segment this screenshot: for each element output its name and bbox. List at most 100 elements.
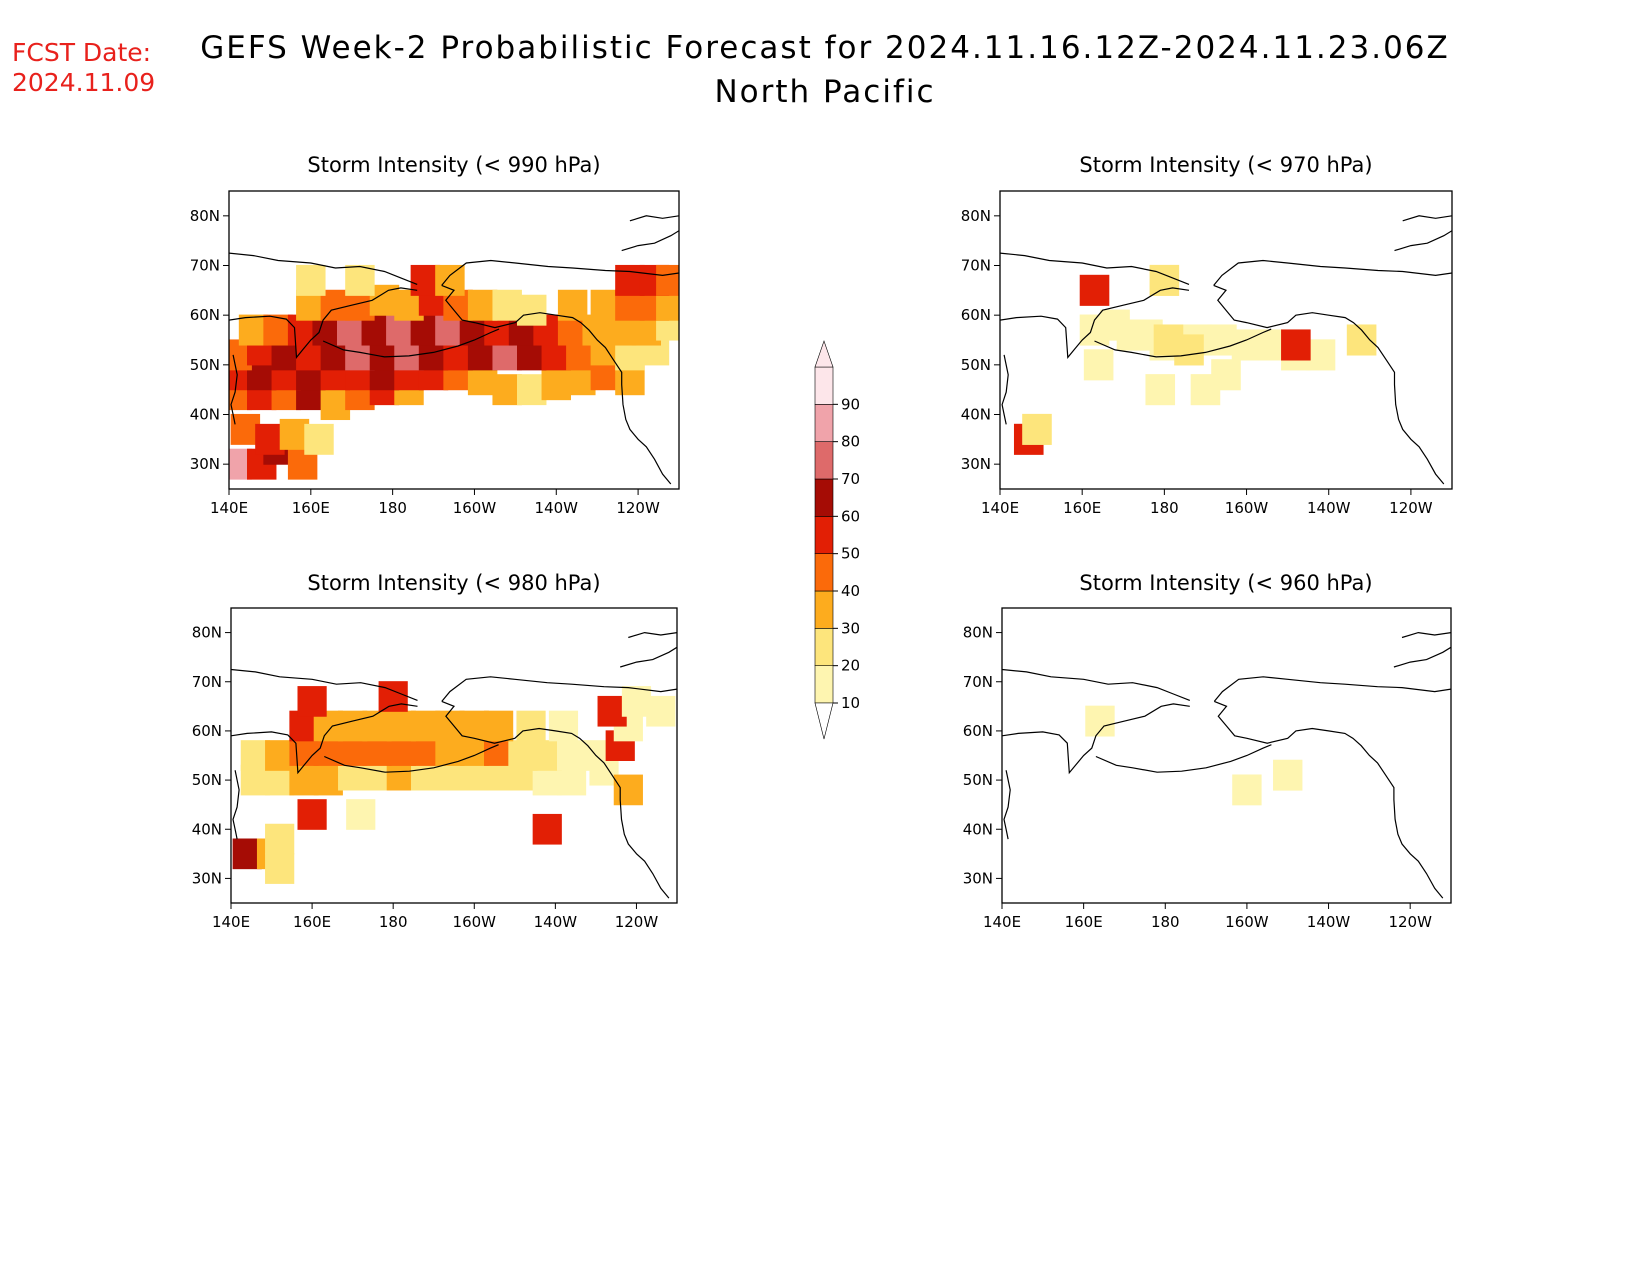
fcst-date: FCST Date: 2024.11.09 bbox=[12, 38, 155, 98]
y-tick-label: 40N bbox=[192, 820, 222, 838]
coastline bbox=[1001, 354, 1009, 425]
colorbar-bottom-cap bbox=[814, 702, 834, 740]
y-tick-label: 40N bbox=[190, 406, 220, 424]
coastline bbox=[231, 703, 418, 775]
probability-cell bbox=[517, 374, 547, 406]
coastline bbox=[441, 284, 672, 485]
x-tick-label: 160E bbox=[1065, 913, 1103, 931]
y-tick-label: 50N bbox=[190, 356, 220, 374]
x-tick-label: 160E bbox=[293, 913, 331, 931]
colorbar-swatch bbox=[814, 404, 834, 442]
y-tick-label: 70N bbox=[961, 257, 991, 275]
y-tick-label: 40N bbox=[963, 820, 993, 838]
x-tick-label: 140W bbox=[1307, 913, 1351, 931]
probability-cell bbox=[656, 264, 679, 296]
probability-cell bbox=[229, 448, 252, 480]
coastline bbox=[322, 328, 500, 358]
y-tick-label: 80N bbox=[963, 624, 993, 642]
x-tick-label: 140E bbox=[210, 499, 248, 517]
colorbar-tick-label: 50 bbox=[841, 545, 860, 563]
colorbar-tick-label: 10 bbox=[841, 694, 860, 712]
probability-cell bbox=[304, 423, 334, 455]
x-tick-label: 140E bbox=[983, 913, 1021, 931]
colorbar-swatch bbox=[814, 628, 834, 666]
coastline bbox=[1000, 252, 1190, 285]
coastline bbox=[1402, 215, 1452, 222]
y-tick-label: 50N bbox=[192, 771, 222, 789]
y-tick-label: 30N bbox=[192, 869, 222, 887]
colorbar-swatch bbox=[814, 590, 834, 629]
probability-cell bbox=[265, 823, 295, 855]
y-tick-label: 70N bbox=[190, 257, 220, 275]
probability-cell bbox=[1232, 774, 1262, 806]
probability-cell bbox=[590, 289, 621, 321]
probability-cell bbox=[532, 813, 562, 845]
coastline bbox=[1095, 744, 1272, 773]
x-tick-label: 160W bbox=[1225, 913, 1269, 931]
map-frame bbox=[1001, 607, 1452, 904]
probability-cell bbox=[1079, 274, 1110, 306]
probability-cell bbox=[1083, 349, 1114, 381]
map-frame bbox=[230, 607, 678, 904]
probability-cell bbox=[1149, 264, 1180, 296]
y-tick-label: 30N bbox=[190, 455, 220, 473]
probability-cell bbox=[1085, 705, 1115, 737]
panel-title: Storm Intensity (< 980 hPa) bbox=[307, 571, 600, 595]
x-tick-label: 180 bbox=[378, 499, 407, 517]
colorbar-swatch bbox=[814, 441, 834, 480]
probability-cell bbox=[508, 740, 538, 771]
map-data-layer bbox=[229, 215, 679, 485]
colorbar-swatch bbox=[814, 665, 834, 704]
coastline bbox=[441, 700, 670, 899]
y-tick-label: 50N bbox=[961, 356, 991, 374]
x-tick-label: 160W bbox=[453, 499, 497, 517]
y-tick-label: 60N bbox=[192, 722, 222, 740]
probability-cell bbox=[517, 294, 547, 326]
x-tick-label: 140E bbox=[212, 913, 250, 931]
colorbar-swatch bbox=[814, 553, 834, 592]
coastline bbox=[230, 354, 238, 425]
region-subtitle: North Pacific bbox=[714, 74, 936, 110]
colorbar: 10 20 30 40 50 60 70 80 90 bbox=[814, 340, 860, 740]
coastline bbox=[1213, 284, 1445, 485]
fcst-date-label: FCST Date: bbox=[12, 38, 152, 67]
probability-cell bbox=[1281, 329, 1311, 361]
x-tick-label: 180 bbox=[1150, 499, 1179, 517]
x-tick-label: 160W bbox=[1225, 499, 1269, 517]
coastline bbox=[232, 770, 240, 840]
x-tick-label: 120W bbox=[616, 499, 660, 517]
colorbar-tick-label: 80 bbox=[841, 433, 860, 451]
coastline bbox=[1394, 230, 1452, 252]
probability-cell bbox=[435, 264, 465, 296]
map-panel-3: Storm Intensity (< 980 hPa) 140E 160E 180 16… bbox=[192, 571, 678, 931]
x-tick-label: 140E bbox=[981, 499, 1019, 517]
x-tick-label: 120W bbox=[1389, 499, 1433, 517]
probability-cell bbox=[297, 686, 327, 717]
panel-title: Storm Intensity (< 970 hPa) bbox=[1079, 153, 1372, 177]
coastline bbox=[441, 259, 679, 286]
probability-cell bbox=[1022, 413, 1052, 445]
probability-cell bbox=[346, 799, 376, 830]
colorbar-tick-label: 40 bbox=[841, 582, 860, 600]
map-data-layer bbox=[1002, 631, 1451, 899]
probability-cell bbox=[516, 710, 546, 742]
x-tick-label: 140W bbox=[534, 913, 578, 931]
colorbar-swatch bbox=[814, 478, 834, 517]
x-tick-label: 160E bbox=[1063, 499, 1101, 517]
y-tick-label: 70N bbox=[192, 673, 222, 691]
coastline bbox=[1002, 703, 1190, 775]
coastline bbox=[628, 631, 677, 639]
coastline bbox=[1213, 676, 1451, 702]
probability-cell bbox=[1190, 374, 1221, 406]
map-data-layer bbox=[1000, 215, 1452, 485]
coastline bbox=[1002, 668, 1191, 701]
coastline bbox=[1213, 259, 1452, 286]
probability-cell bbox=[613, 774, 643, 806]
coastline bbox=[620, 646, 677, 668]
probability-cell bbox=[1273, 759, 1303, 791]
probability-cell bbox=[296, 264, 326, 296]
coastline bbox=[1401, 631, 1451, 639]
coastline bbox=[1003, 770, 1011, 840]
coastline bbox=[229, 287, 418, 359]
